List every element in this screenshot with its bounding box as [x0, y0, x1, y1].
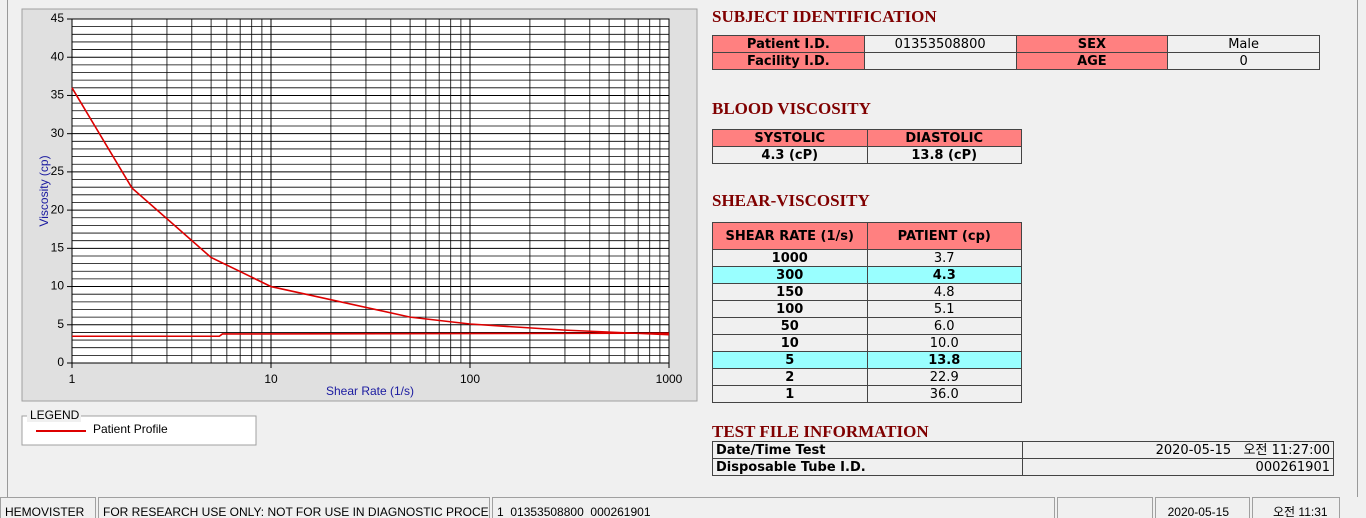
cell: 5 [712, 351, 868, 369]
status-cell: 오전 11:31 [1252, 497, 1340, 518]
cell: 10.0 [866, 334, 1022, 352]
header: PATIENT (cp) [866, 222, 1022, 250]
section-title: SUBJECT IDENTIFICATION [712, 7, 937, 26]
value: Male [1167, 35, 1320, 53]
plot-border [71, 18, 670, 364]
header: SHEAR RATE (1/s) [712, 222, 868, 250]
row: 10 10.0 [712, 334, 1022, 352]
cell: 150 [712, 283, 868, 301]
legend-entry: Patient Profile [93, 422, 168, 436]
test-file-table: Date/Time Test 2020-05-15 오전 11:27:00 Dis… [712, 441, 1334, 476]
y-tick-label: 40 [51, 49, 65, 63]
label: Disposable Tube I.D. [712, 458, 1023, 476]
subject-table: Patient I.D. 01353508800 SEX Male Facility … [712, 35, 1320, 70]
cell: 10 [712, 334, 868, 352]
value: 2020-05-15 오전 11:27:00 [1022, 441, 1334, 459]
cell: 5.1 [866, 300, 1022, 318]
y-axis-label: Viscosity (cp) [37, 155, 51, 226]
frame-edge [7, 0, 8, 497]
x-tick-label: 1 [69, 372, 76, 386]
y-tick-label: 45 [51, 11, 65, 25]
series-line [71, 87, 670, 336]
legend-title: LEGEND [30, 408, 80, 422]
label: Date/Time Test [712, 441, 1023, 459]
cell: 2 [712, 368, 868, 386]
row: 150 4.8 [712, 283, 1022, 301]
x-axis-label: Shear Rate (1/s) [326, 384, 414, 398]
status-cell: HEMOVISTER [0, 497, 96, 518]
cell: 100 [712, 300, 868, 318]
x-tick-label: 1000 [656, 372, 683, 386]
series-line [72, 332, 670, 338]
blood-table: SYSTOLIC DIASTOLIC 4.3 (cP) 13.8 (cP) [712, 129, 1022, 164]
status-cell: 2020-05-15 [1155, 497, 1250, 518]
x-tick-label: 10 [264, 372, 278, 386]
label: Facility I.D. [712, 52, 865, 70]
y-tick-label: 20 [51, 202, 65, 216]
header: DIASTOLIC [866, 129, 1022, 147]
y-tick-label: 10 [51, 279, 65, 293]
label: SEX [1015, 35, 1169, 53]
row: 50 6.0 [712, 317, 1022, 335]
row: 1 36.0 [712, 385, 1022, 403]
value: 01353508800 [863, 35, 1017, 53]
y-tick-label: 35 [51, 88, 65, 102]
status-cell: 1 01353508800 000261901 [492, 497, 1055, 518]
plot-area [72, 19, 669, 363]
cell: 36.0 [866, 385, 1022, 403]
value: 000261901 [1022, 458, 1334, 476]
row: 5 13.8 [712, 351, 1022, 369]
y-tick-label: 5 [57, 317, 64, 331]
status-cell [1057, 497, 1153, 518]
cell: 300 [712, 266, 868, 284]
value: 13.8 (cP) [866, 146, 1022, 164]
section-title: TEST FILE INFORMATION [712, 422, 929, 441]
cell: 3.7 [866, 249, 1022, 267]
y-tick-label: 30 [51, 126, 65, 140]
y-tick-label: 25 [51, 164, 65, 178]
y-tick-label: 0 [57, 355, 64, 369]
row: 300 4.3 [712, 266, 1022, 284]
cell: 50 [712, 317, 868, 335]
value [863, 52, 1017, 70]
cell: 13.8 [866, 351, 1022, 369]
cell: 22.9 [866, 368, 1022, 386]
shear-table: SHEAR RATE (1/s) PATIENT (cp) 1000 3.7 300 4… [712, 222, 1022, 403]
cell: 4.8 [866, 283, 1022, 301]
row: 2 22.9 [712, 368, 1022, 386]
legend-title-bg [27, 409, 81, 422]
chart: Shear Rate (1/s) Viscosity (cp) LEGEND P… [21, 8, 698, 446]
row: 1000 3.7 [712, 249, 1022, 267]
status-cell: FOR RESEARCH USE ONLY: NOT FOR USE IN DI… [98, 497, 490, 518]
frame-edge [1357, 0, 1358, 497]
value: 4.3 (cP) [712, 146, 868, 164]
cell: 1000 [712, 249, 868, 267]
header: SYSTOLIC [712, 129, 868, 147]
x-tick-label: 100 [460, 372, 480, 386]
y-tick-label: 15 [51, 241, 65, 255]
cell: 6.0 [866, 317, 1022, 335]
cell: 4.3 [866, 266, 1022, 284]
label: Patient I.D. [712, 35, 865, 53]
section-title: SHEAR-VISCOSITY [712, 191, 870, 210]
row: 100 5.1 [712, 300, 1022, 318]
cell: 1 [712, 385, 868, 403]
label: AGE [1015, 52, 1169, 70]
value: 0 [1167, 52, 1320, 70]
section-title: BLOOD VISCOSITY [712, 99, 871, 118]
